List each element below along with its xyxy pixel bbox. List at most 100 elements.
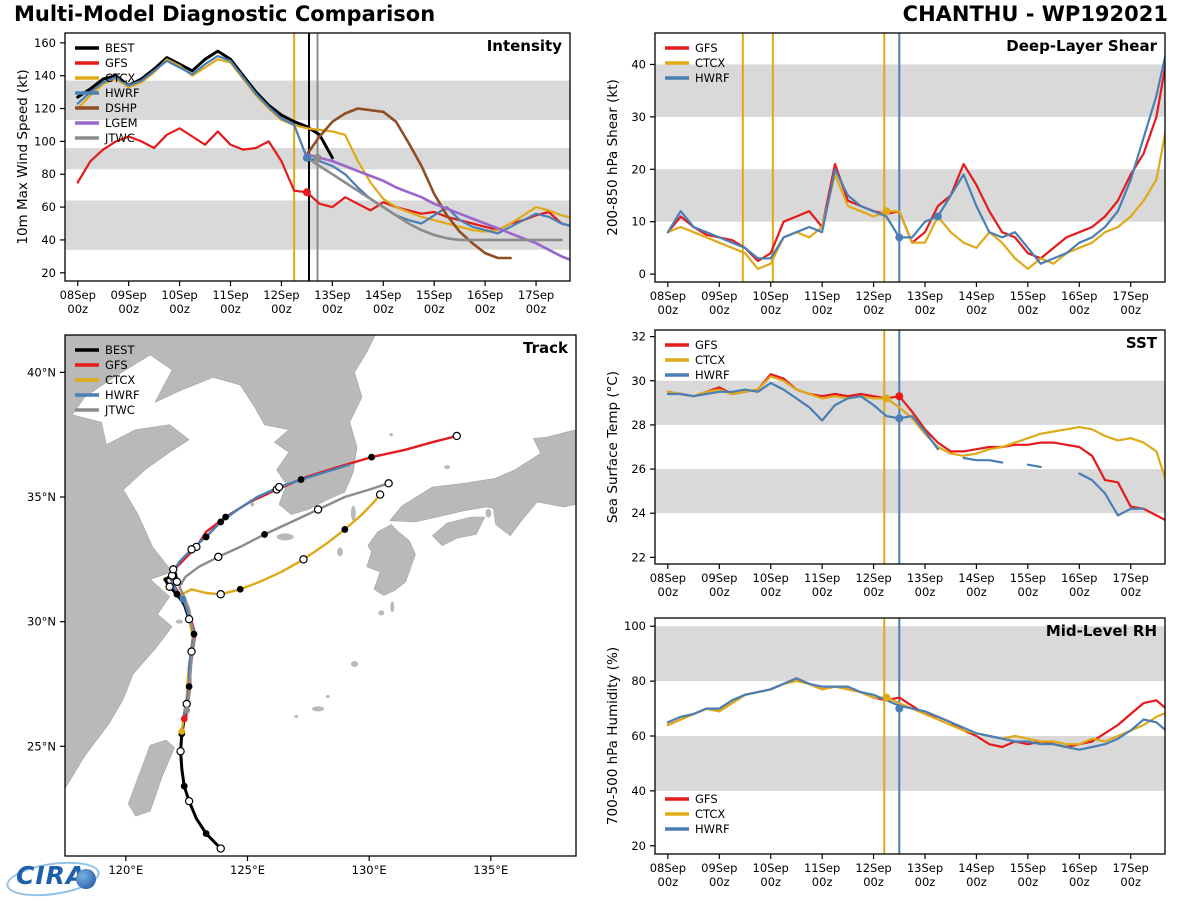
svg-text:14Sep: 14Sep [958,571,994,585]
svg-text:00z: 00z [812,875,833,889]
svg-text:11Sep: 11Sep [804,861,840,875]
svg-text:00z: 00z [915,875,936,889]
svg-text:17Sep: 17Sep [518,288,554,302]
svg-text:DSHP: DSHP [105,101,137,115]
svg-text:135°E: 135°E [473,863,508,877]
svg-text:SST: SST [1126,334,1158,352]
svg-text:17Sep: 17Sep [1113,571,1149,585]
svg-text:GFS: GFS [695,338,718,352]
svg-text:10: 10 [631,215,646,229]
svg-text:14Sep: 14Sep [365,288,401,302]
svg-text:Sea Surface Temp (°C): Sea Surface Temp (°C) [605,371,621,523]
svg-text:25°N: 25°N [27,739,56,753]
cira-logo-text: CIRA [16,861,87,890]
svg-text:00z: 00z [812,585,833,599]
svg-text:08Sep: 08Sep [60,288,96,302]
svg-text:11Sep: 11Sep [804,571,840,585]
svg-text:00z: 00z [966,303,987,317]
svg-text:CTCX: CTCX [695,353,725,367]
svg-text:08Sep: 08Sep [650,861,686,875]
svg-text:BEST: BEST [105,41,135,55]
svg-text:13Sep: 13Sep [907,571,943,585]
svg-text:200-850 hPa Shear (kt): 200-850 hPa Shear (kt) [605,79,621,236]
svg-text:00z: 00z [915,303,936,317]
svg-text:40: 40 [631,784,646,798]
svg-text:11Sep: 11Sep [212,288,248,302]
svg-text:13Sep: 13Sep [907,289,943,303]
svg-text:JTWC: JTWC [104,131,135,145]
svg-text:CTCX: CTCX [695,56,725,70]
svg-text:CTCX: CTCX [105,373,135,387]
svg-text:15Sep: 15Sep [1010,861,1046,875]
svg-text:0: 0 [639,267,646,281]
svg-text:160: 160 [34,36,56,50]
svg-text:16Sep: 16Sep [1061,861,1097,875]
svg-text:00z: 00z [863,875,884,889]
svg-text:00z: 00z [220,302,241,316]
svg-text:HWRF: HWRF [695,368,730,382]
svg-text:00z: 00z [760,875,781,889]
svg-text:130°E: 130°E [352,863,387,877]
svg-text:00z: 00z [1120,303,1141,317]
svg-text:10m Max Wind Speed (kt): 10m Max Wind Speed (kt) [15,69,31,244]
svg-text:00z: 00z [1069,875,1090,889]
svg-text:00z: 00z [658,303,679,317]
rh-panel: 2040608010008Sep00z09Sep00z10Sep00z11Sep… [605,617,1166,889]
svg-text:120°E: 120°E [108,863,143,877]
svg-text:16Sep: 16Sep [1061,571,1097,585]
svg-text:22: 22 [631,550,646,564]
svg-text:00z: 00z [863,303,884,317]
svg-text:00z: 00z [966,875,987,889]
svg-text:60: 60 [41,200,56,214]
svg-text:00z: 00z [271,302,292,316]
svg-text:00z: 00z [1069,585,1090,599]
svg-text:CTCX: CTCX [695,807,725,821]
svg-text:BEST: BEST [105,343,135,357]
svg-text:00z: 00z [1120,585,1141,599]
svg-text:00z: 00z [373,302,394,316]
svg-text:14Sep: 14Sep [958,289,994,303]
svg-text:00z: 00z [526,302,547,316]
svg-text:09Sep: 09Sep [110,288,146,302]
svg-text:35°N: 35°N [27,490,56,504]
svg-text:00z: 00z [966,585,987,599]
svg-text:125°E: 125°E [230,863,265,877]
svg-text:00z: 00z [118,302,139,316]
svg-text:28: 28 [631,418,646,432]
svg-text:GFS: GFS [105,358,128,372]
svg-text:HWRF: HWRF [105,86,140,100]
svg-text:32: 32 [631,330,646,344]
svg-text:30: 30 [631,374,646,388]
svg-text:00z: 00z [1018,585,1039,599]
svg-text:12Sep: 12Sep [855,571,891,585]
svg-text:HWRF: HWRF [695,822,730,836]
svg-text:17Sep: 17Sep [1113,289,1149,303]
svg-text:10Sep: 10Sep [753,861,789,875]
svg-text:40: 40 [41,233,56,247]
svg-text:30°N: 30°N [27,615,56,629]
svg-text:15Sep: 15Sep [1010,571,1046,585]
svg-text:00z: 00z [67,302,88,316]
svg-text:12Sep: 12Sep [855,861,891,875]
svg-text:13Sep: 13Sep [314,288,350,302]
svg-text:00z: 00z [658,585,679,599]
svg-text:30: 30 [631,110,646,124]
shear-panel: 01020304008Sep00z09Sep00z10Sep00z11Sep00… [605,32,1166,317]
svg-text:00z: 00z [1069,303,1090,317]
svg-text:14Sep: 14Sep [958,861,994,875]
svg-text:00z: 00z [709,875,730,889]
svg-text:13Sep: 13Sep [907,861,943,875]
svg-text:20: 20 [631,162,646,176]
svg-text:140: 140 [34,69,56,83]
svg-text:10Sep: 10Sep [161,288,197,302]
svg-text:GFS: GFS [695,41,718,55]
svg-text:00z: 00z [475,302,496,316]
svg-text:Mid-Level RH: Mid-Level RH [1046,622,1157,640]
svg-text:15Sep: 15Sep [416,288,452,302]
svg-text:100: 100 [624,619,646,633]
svg-text:GFS: GFS [105,56,128,70]
svg-text:Intensity: Intensity [487,37,563,55]
svg-text:08Sep: 08Sep [650,571,686,585]
sst-panel: 22242628303208Sep00z09Sep00z10Sep00z11Se… [605,329,1166,599]
